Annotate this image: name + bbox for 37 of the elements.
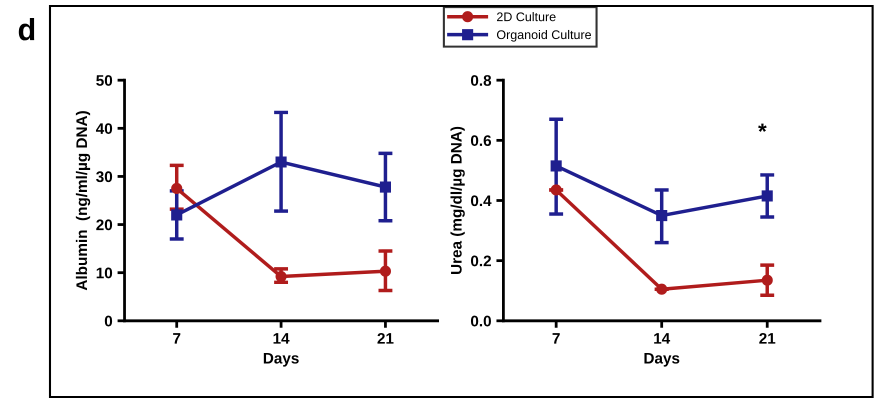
point xyxy=(656,210,668,222)
y-tick-label: 0.0 xyxy=(470,316,491,326)
point xyxy=(550,160,562,172)
point xyxy=(171,209,182,220)
y-axis-title: Urea (mg/dl/µg DNA) xyxy=(450,126,465,274)
y-tick-label: 0.2 xyxy=(470,256,491,266)
y-tick-label: 50 xyxy=(96,75,112,86)
x-tick-label: 7 xyxy=(552,333,560,344)
x-tick-label: 14 xyxy=(654,333,670,344)
y-tick-label: 0.8 xyxy=(470,75,492,86)
y-tick-label: 20 xyxy=(96,219,112,230)
text: d xyxy=(18,18,34,40)
legend-label: Organoid Culture xyxy=(496,30,592,42)
point xyxy=(550,184,562,196)
y-tick-label: 0 xyxy=(104,316,112,326)
y-tick-label: 30 xyxy=(96,171,112,182)
legend-label: 2D Culture xyxy=(497,12,556,22)
x-tick-label: 21 xyxy=(759,333,776,344)
annotation: * xyxy=(758,124,767,132)
y-axis-title: Albumin (ng/ml/µg DNA) xyxy=(76,111,90,290)
point xyxy=(276,156,287,168)
y-tick-label: 0.4 xyxy=(470,195,492,206)
x-tick-label: 7 xyxy=(173,333,180,344)
point xyxy=(380,181,391,193)
point xyxy=(171,182,182,194)
y-tick-label: 40 xyxy=(96,123,112,134)
point xyxy=(656,284,668,295)
x-tick-label: 21 xyxy=(377,333,394,344)
point xyxy=(762,274,773,286)
y-tick-label: 0.6 xyxy=(470,135,492,146)
point xyxy=(276,270,287,282)
point xyxy=(380,266,391,277)
x-axis-title: Days xyxy=(644,352,680,367)
x-tick-label: 14 xyxy=(274,333,290,344)
point xyxy=(762,190,773,202)
x-axis-title: Days xyxy=(264,352,299,367)
y-tick-label: 10 xyxy=(96,268,112,278)
